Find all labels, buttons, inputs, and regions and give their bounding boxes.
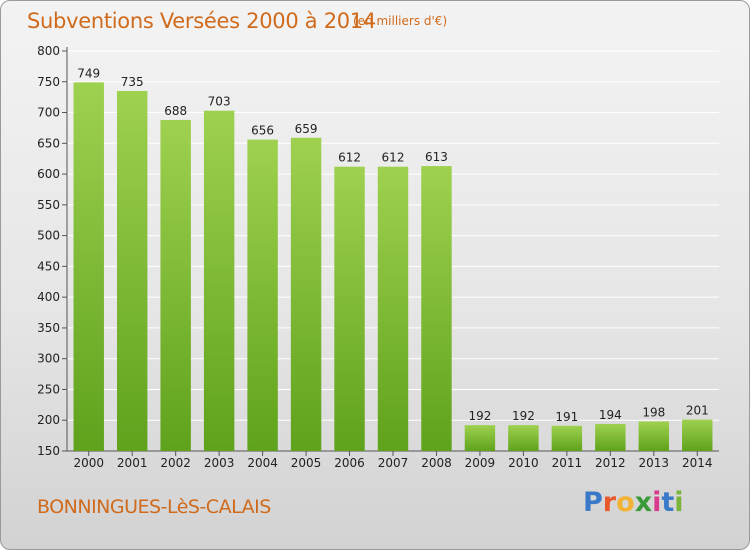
x-tick-label: 2005 — [291, 456, 322, 470]
y-tick-label: 450 — [37, 259, 60, 273]
brand-letter: i — [674, 487, 684, 518]
data-labels: 749 735 688 703 656 659 612 612 613 192 192 191 194 1… — [77, 66, 708, 423]
data-label: 749 — [77, 66, 100, 80]
bar — [73, 82, 104, 451]
x-tick-label: 2000 — [73, 456, 104, 470]
data-label: 192 — [468, 409, 491, 423]
y-tick-label: 350 — [37, 321, 60, 335]
bar — [116, 91, 148, 451]
data-label: 198 — [642, 405, 665, 419]
y-tick-label: 500 — [37, 229, 60, 243]
x-tick-label: 2006 — [334, 456, 365, 470]
x-tick-label: 2007 — [378, 456, 409, 470]
bar — [638, 421, 670, 451]
data-label: 688 — [164, 104, 187, 118]
y-tick-label: 550 — [37, 198, 60, 212]
y-tick-label: 650 — [37, 136, 60, 150]
bar — [421, 166, 452, 452]
bar — [290, 137, 322, 451]
x-tick-labels: 2000 2001 2002 2003 2004 2005 2006 2007 2008 2009… — [73, 451, 713, 470]
y-tick-label: 400 — [37, 290, 60, 304]
data-label: 192 — [512, 409, 535, 423]
y-tick-label: 750 — [37, 75, 60, 89]
y-tick-labels: 150 200 250 300 350 400 450 500 550 600 650 700 750 8… — [37, 44, 60, 458]
bar — [203, 110, 235, 451]
data-label: 191 — [555, 410, 578, 424]
data-label: 703 — [208, 95, 231, 109]
x-tick-label: 2004 — [247, 456, 278, 470]
data-label: 612 — [382, 151, 405, 165]
bar — [247, 139, 278, 451]
bar — [334, 166, 365, 451]
data-label: 613 — [425, 150, 448, 164]
y-tick-label: 300 — [37, 352, 60, 366]
brand-letter: i — [652, 487, 662, 518]
x-tick-label: 2002 — [160, 456, 191, 470]
data-label: 659 — [295, 122, 318, 136]
x-tick-label: 2010 — [508, 456, 539, 470]
y-tick-label: 800 — [37, 44, 60, 58]
bar — [551, 425, 583, 451]
brand-logo: Proxiti — [583, 487, 684, 518]
x-tick-label: 2012 — [595, 456, 626, 470]
bar — [682, 419, 713, 451]
x-tick-label: 2001 — [117, 456, 148, 470]
bar — [595, 423, 626, 451]
y-tick-label: 200 — [37, 413, 60, 427]
y-tick-label: 250 — [37, 382, 60, 396]
brand-letter: r — [602, 487, 617, 518]
bar — [508, 425, 539, 451]
brand-letter: o — [616, 487, 635, 518]
x-tick-label: 2008 — [421, 456, 452, 470]
data-label: 194 — [599, 408, 622, 422]
brand-letter: t — [661, 487, 675, 518]
data-label: 201 — [686, 404, 709, 418]
x-tick-label: 2011 — [552, 456, 583, 470]
x-tick-label: 2013 — [639, 456, 670, 470]
y-tick-label: 700 — [37, 106, 60, 120]
data-label: 612 — [338, 151, 361, 165]
x-tick-label: 2014 — [682, 456, 713, 470]
x-tick-label: 2009 — [465, 456, 496, 470]
y-tick-label: 600 — [37, 167, 60, 181]
y-tick-label: 150 — [37, 444, 60, 458]
data-label: 735 — [121, 75, 144, 89]
bar — [377, 166, 409, 451]
brand-letter: P — [583, 487, 603, 518]
bars — [73, 82, 713, 452]
x-tick-label: 2003 — [204, 456, 235, 470]
chart-title: Subventions Versées 2000 à 2014 — [27, 9, 376, 33]
place-name: BONNINGUES-LèS-CALAIS — [37, 496, 271, 518]
brand-letter: x — [634, 487, 653, 518]
bar — [464, 425, 496, 451]
chart-unit: (en milliers d'€) — [353, 14, 448, 28]
data-label: 656 — [251, 124, 274, 138]
bar — [160, 119, 191, 451]
